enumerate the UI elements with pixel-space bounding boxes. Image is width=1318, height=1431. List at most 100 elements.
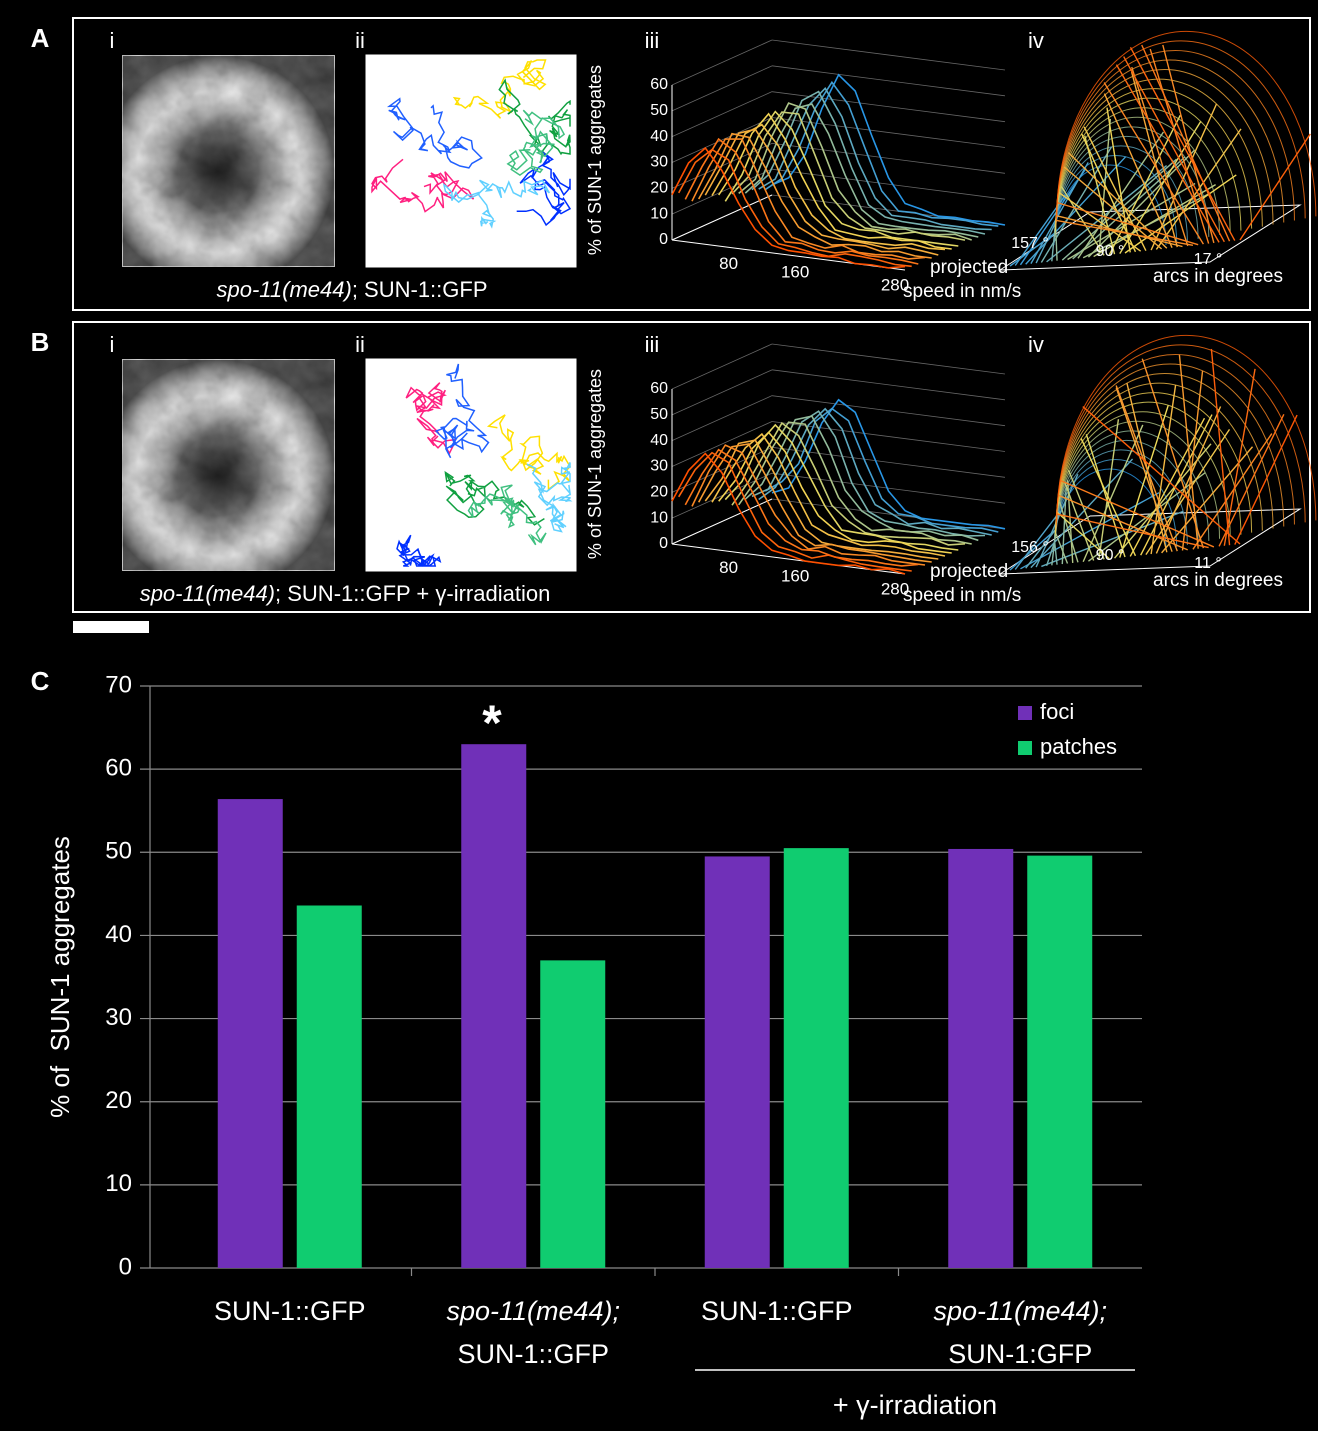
speed-profile [679, 150, 912, 267]
back-grid-line [772, 344, 1005, 374]
speed-profile [752, 411, 985, 536]
z-tick-label: 40 [650, 432, 668, 449]
x-tick-label: SUN-1::GFP [701, 1296, 853, 1326]
z-tick-label: 60 [650, 380, 668, 397]
y-tick-label: 0 [119, 1253, 132, 1280]
back-grid-line [772, 40, 1005, 70]
y-tick-label: 50 [105, 838, 132, 865]
legend-label: patches [1040, 734, 1117, 759]
micrograph-shade [123, 56, 334, 266]
panels: Aiiiiiiivspo-11(me44); SUN-1::GFP0102030… [31, 23, 1316, 606]
arc-ray [1224, 369, 1255, 546]
sub-label: iii [645, 332, 660, 357]
y-tick-label: 70 [105, 671, 132, 698]
arc-ray [1099, 419, 1119, 560]
panel-label: C [31, 666, 50, 696]
bar [218, 799, 283, 1268]
arc-ray [1211, 349, 1229, 545]
x-tick-label: spo-11(me44); [933, 1296, 1107, 1326]
z-tick-label: 10 [650, 509, 668, 526]
panel: Aiiiiiiivspo-11(me44); SUN-1::GFP0102030… [31, 23, 1316, 302]
panel-label: B [31, 327, 50, 357]
arc-ray [1081, 438, 1135, 555]
z-tick-label: 10 [650, 205, 668, 222]
back-grid-line [772, 396, 1005, 426]
y-tick-label: 30 [105, 1004, 132, 1031]
z-tick-label: 60 [650, 76, 668, 93]
x-axis-label: arcs in degrees [1153, 570, 1283, 591]
arc-ray [1179, 355, 1198, 549]
y-axis-label: % of SUN-1 aggregates [585, 369, 605, 559]
x-axis-label: arcs in degrees [1153, 266, 1283, 287]
legend-swatch [1018, 741, 1032, 755]
bar [705, 856, 770, 1268]
z-tick-label: 50 [650, 406, 668, 423]
x-tick-label: spo-11(me44); [446, 1296, 620, 1326]
x-axis-label: projected [930, 257, 1008, 278]
micrograph-shade [123, 360, 334, 570]
y-tick-label: 60 [105, 754, 132, 781]
bar [948, 849, 1013, 1268]
arc-tick-label: 156 ° [1011, 539, 1049, 556]
sub-label: i [110, 28, 115, 53]
caption-italic: spo-11(me44) [216, 277, 351, 302]
sub-label: ii [355, 332, 365, 357]
legend-swatch [1018, 706, 1032, 720]
back-grid-line [772, 118, 1005, 148]
z-tick-label: 40 [650, 128, 668, 145]
side-grid-line [672, 396, 772, 441]
arc-ray [1116, 65, 1219, 243]
panel-label: A [31, 23, 50, 53]
page: Aiiiiiiivspo-11(me44); SUN-1::GFP0102030… [0, 0, 1318, 1431]
arc-ray [1060, 480, 1214, 547]
arc-curve [1054, 450, 1187, 545]
side-grid-line [672, 66, 772, 111]
caption: spo-11(me44); SUN-1::GFP [216, 277, 487, 302]
arc-ray [1083, 425, 1143, 562]
sub-label: iv [1028, 332, 1044, 357]
arc-tick-label: 90 ° [1096, 547, 1125, 564]
z-tick-label: 20 [650, 484, 668, 501]
significance-marker: * [482, 695, 502, 751]
arc-ray [1183, 371, 1203, 551]
x-tick-label: SUN-1:GFP [948, 1339, 1092, 1369]
x-axis-label: projected [930, 561, 1008, 582]
legend-label: foci [1040, 699, 1074, 724]
caption-italic: spo-11(me44) [140, 581, 275, 606]
z-tick-label: 0 [659, 535, 668, 552]
x-axis-label: speed in nm/s [903, 281, 1021, 302]
bar [540, 960, 605, 1268]
bar [1027, 856, 1092, 1268]
track-frame [366, 55, 576, 267]
track-frame [366, 359, 576, 571]
sub-label: iv [1028, 28, 1044, 53]
y-axis-label: % of SUN-1 aggregates [45, 836, 75, 1118]
y-tick-label: 20 [105, 1087, 132, 1114]
z-tick-label: 30 [650, 154, 668, 171]
arc-tick-label: 90 ° [1096, 243, 1125, 260]
side-grid-line [672, 370, 772, 415]
back-grid-line [772, 92, 1005, 122]
back-grid-line [772, 66, 1005, 96]
x-tick-label: 160 [781, 263, 809, 282]
y-tick-label: 40 [105, 921, 132, 948]
group-label: + γ-irradiation [833, 1390, 997, 1420]
arc-tick-label: 157 ° [1011, 235, 1049, 252]
arc-ray [1240, 134, 1310, 240]
panel: Biiiiiiivspo-11(me44); SUN-1::GFP + γ-ir… [31, 327, 1316, 606]
y-axis-label: % of SUN-1 aggregates [585, 65, 605, 255]
x-tick-label: SUN-1::GFP [457, 1339, 609, 1369]
arc-curve [1056, 354, 1294, 524]
sub-label: i [110, 332, 115, 357]
z-tick-label: 20 [650, 180, 668, 197]
z-tick-label: 30 [650, 458, 668, 475]
x-axis-label: speed in nm/s [903, 585, 1021, 606]
sub-label: iii [645, 28, 660, 53]
x-tick-label: 80 [719, 254, 738, 273]
z-tick-label: 0 [659, 231, 668, 248]
bar [461, 744, 526, 1268]
x-tick-label: SUN-1::GFP [214, 1296, 366, 1326]
caption-rest: ; SUN-1::GFP + γ-irradiation [275, 581, 550, 606]
back-grid-line [772, 422, 1005, 452]
